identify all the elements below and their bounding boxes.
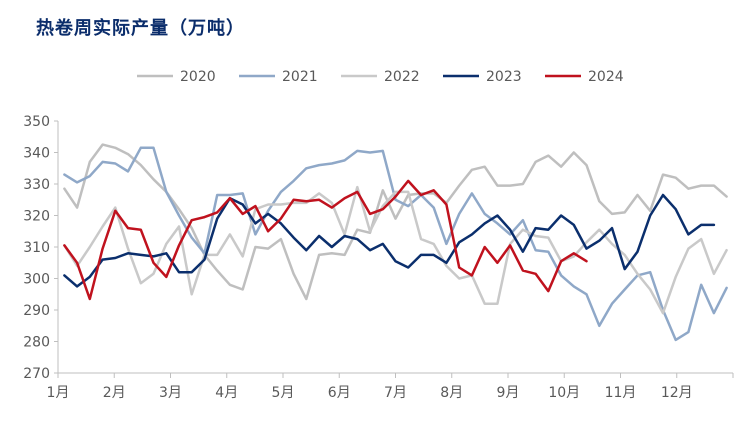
y-tick-label: 300 bbox=[23, 272, 50, 288]
x-tick-label: 9月 bbox=[497, 385, 520, 401]
x-tick-label: 6月 bbox=[328, 385, 351, 401]
series-line-2024 bbox=[63, 179, 588, 301]
legend-label-2023: 2023 bbox=[486, 69, 522, 85]
x-tick-label: 2月 bbox=[103, 385, 126, 401]
y-tick-label: 280 bbox=[23, 335, 50, 351]
y-tick-label: 320 bbox=[23, 209, 50, 225]
x-tick-label: 3月 bbox=[159, 385, 182, 401]
series-line-2021 bbox=[63, 146, 728, 342]
x-tick-label: 8月 bbox=[440, 385, 463, 401]
legend-label-2024: 2024 bbox=[588, 69, 624, 85]
y-tick-label: 290 bbox=[23, 303, 50, 319]
x-tick-label: 12月 bbox=[661, 385, 693, 401]
x-tick-label: 11月 bbox=[605, 385, 637, 401]
x-tick-label: 1月 bbox=[47, 385, 70, 401]
x-tick-label: 4月 bbox=[215, 385, 238, 401]
chart-title: 热卷周实际产量（万吨） bbox=[36, 18, 245, 39]
y-tick-label: 350 bbox=[23, 114, 50, 130]
y-axis: 270 280 290 300 310 320 330 340 350 bbox=[23, 114, 59, 382]
series-lines bbox=[63, 143, 728, 342]
y-tick-label: 310 bbox=[23, 240, 50, 256]
x-tick-label: 7月 bbox=[384, 385, 407, 401]
series-line-2020 bbox=[63, 143, 728, 301]
legend-label-2021: 2021 bbox=[282, 69, 318, 85]
chart-legend: 2020 2021 2022 2023 2024 bbox=[137, 69, 624, 85]
series-line-2022 bbox=[63, 185, 728, 315]
y-tick-label: 340 bbox=[23, 146, 50, 162]
legend-label-2020: 2020 bbox=[180, 69, 216, 85]
x-tick-label: 10月 bbox=[548, 385, 580, 401]
legend-label-2022: 2022 bbox=[384, 69, 420, 85]
y-tick-label: 330 bbox=[23, 177, 50, 193]
y-tick-label: 270 bbox=[23, 366, 50, 382]
x-axis: 1月 2月 3月 4月 5月 6月 7月 8月 9月 10月 11月 12月 bbox=[47, 372, 734, 401]
x-tick-label: 5月 bbox=[272, 385, 295, 401]
